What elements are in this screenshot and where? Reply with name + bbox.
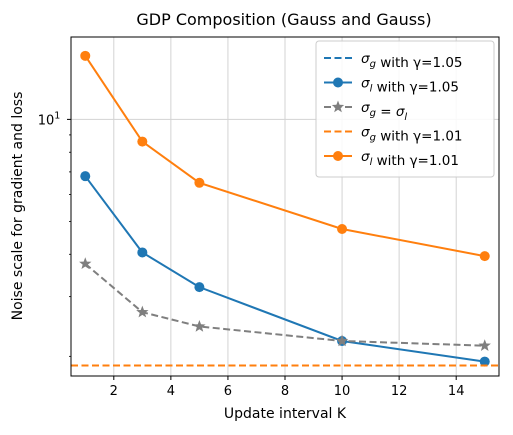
x-tick-label: 2	[110, 384, 118, 399]
legend-label: σl with γ=1.01	[361, 149, 459, 169]
grid	[71, 37, 499, 376]
data-point	[137, 136, 148, 147]
legend-box	[315, 40, 495, 178]
x-tick-label: 4	[167, 384, 175, 399]
data-point	[79, 257, 92, 270]
legend-label: σl with γ=1.05	[361, 76, 459, 96]
x-tick-label: 12	[391, 384, 408, 399]
data-point	[80, 50, 91, 61]
data-point	[335, 334, 349, 347]
plot-frame	[70, 36, 500, 377]
data-point	[479, 251, 490, 262]
data-point	[194, 177, 205, 188]
legend-marker	[331, 100, 345, 113]
data-point	[478, 339, 491, 351]
data-point	[80, 171, 91, 182]
data-point	[137, 247, 148, 258]
x-tick-label: 14	[448, 384, 465, 399]
y-axis-label: Noise scale for gradient and loss	[10, 92, 26, 321]
data-point	[337, 223, 348, 234]
data-point	[194, 282, 205, 293]
x-axis-label: Update interval K	[224, 406, 347, 422]
data-point	[193, 319, 206, 332]
x-tick-label: 6	[224, 384, 232, 399]
data-point	[479, 356, 490, 367]
series-2	[79, 257, 491, 351]
chart-title: GDP Composition (Gauss and Gauss)	[136, 10, 431, 29]
series-4	[80, 50, 490, 262]
data-point	[136, 305, 149, 318]
x-axis: 2 4 6 8 10 12 14	[110, 376, 465, 399]
x-tick-label: 10	[334, 384, 351, 399]
legend-marker	[333, 151, 343, 161]
plot-area	[71, 50, 499, 367]
legend-label: σg with γ=1.01	[361, 125, 463, 145]
x-tick-label: 8	[281, 384, 289, 399]
legend-label: σg with γ=1.05	[361, 51, 463, 71]
legend-marker	[333, 77, 343, 88]
